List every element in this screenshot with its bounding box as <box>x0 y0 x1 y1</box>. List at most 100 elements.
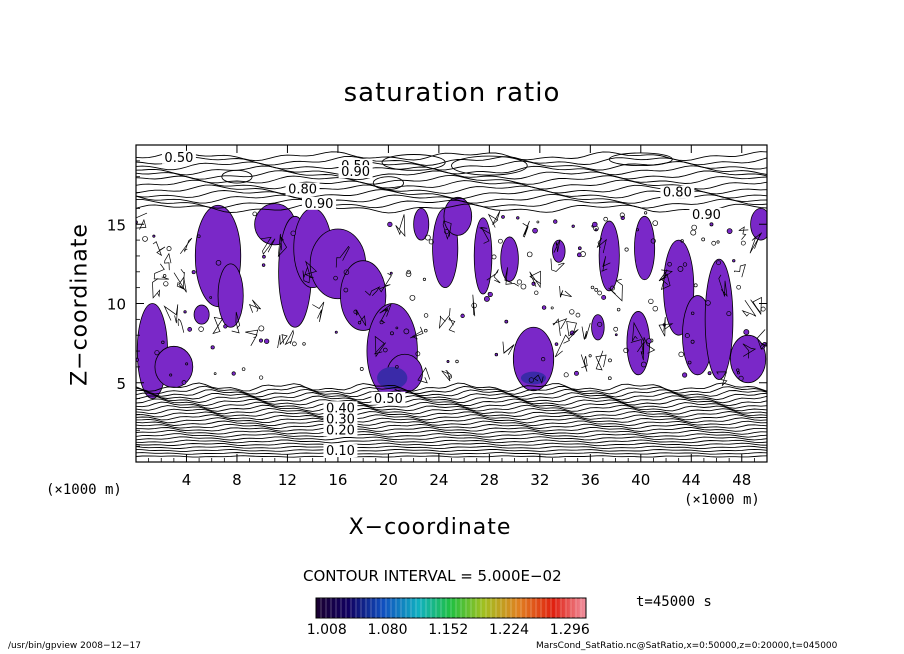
contour-speck <box>262 254 266 259</box>
contour-speck <box>501 215 505 219</box>
contour-speck <box>223 324 228 329</box>
contour-label-bg <box>323 401 358 415</box>
contour-fragment <box>658 317 674 337</box>
contour-speck <box>740 240 746 246</box>
contour-line <box>136 203 767 214</box>
contour-line <box>136 455 767 458</box>
contour-fragment <box>355 309 367 326</box>
x-tick-label: 44 <box>682 471 701 489</box>
contour-speck <box>536 220 540 224</box>
contour-fragment <box>173 272 187 293</box>
x-tick-label: 4 <box>182 471 192 489</box>
contour-speck <box>528 377 535 383</box>
contour-line <box>136 382 767 392</box>
contour-line <box>136 433 767 438</box>
contour-fragment <box>438 308 451 330</box>
supersaturation-region <box>634 215 656 281</box>
x-tick-label: 16 <box>328 471 347 489</box>
contour-speck <box>197 234 201 239</box>
contour-speck <box>409 294 416 301</box>
contour-speck <box>455 359 459 364</box>
contour-speck <box>343 269 350 275</box>
contour-speck <box>357 320 362 325</box>
contour-line <box>136 442 767 447</box>
contour-speck <box>333 275 338 281</box>
contour-speck <box>446 360 450 363</box>
contour-fragment <box>153 263 170 280</box>
contour-speck <box>644 211 648 215</box>
contour-speck <box>343 287 349 293</box>
contour-fragment <box>522 220 530 238</box>
contour-line <box>136 165 767 176</box>
contour-speck <box>258 325 265 332</box>
contour-loop <box>381 154 446 171</box>
contour-line <box>136 420 767 427</box>
footer-left: /usr/bin/gpview 2008−12−17 <box>8 641 142 651</box>
contour-label: 0.90 <box>341 165 370 180</box>
contour-fragment <box>177 318 185 333</box>
contour-fragment <box>529 270 542 289</box>
contour-lines <box>136 151 767 458</box>
contour-speck <box>743 329 750 336</box>
contour-speck <box>603 216 608 222</box>
contour-speck <box>213 372 217 376</box>
contour-fragment <box>448 316 456 333</box>
supersaturation-region <box>340 260 387 331</box>
contour-speck <box>640 361 647 368</box>
contour-speck <box>610 285 615 291</box>
contour-speck <box>716 240 720 244</box>
contour-speck <box>541 305 547 310</box>
contour-speck <box>520 283 527 290</box>
contour-fragment <box>245 329 259 346</box>
contour-fragment <box>335 245 350 268</box>
contour-speck <box>415 351 421 357</box>
contour-speck <box>635 228 639 232</box>
contour-fragment <box>212 316 224 335</box>
contour-speck <box>516 279 522 285</box>
contour-speck <box>616 307 621 312</box>
contour-line <box>136 174 767 185</box>
contour-speck <box>264 338 270 344</box>
contour-speck <box>553 219 558 224</box>
contour-speck <box>258 375 264 380</box>
x-unit-label: (×1000 m) <box>46 482 122 498</box>
x-tick-label: 24 <box>429 471 448 489</box>
colorbar-tick-label: 1.080 <box>367 622 408 638</box>
contour-line <box>136 398 767 407</box>
contour-speck <box>395 365 399 369</box>
contour-speck <box>716 260 721 266</box>
contour-speck <box>359 367 364 371</box>
contour-speck <box>389 271 393 275</box>
contour-fragment <box>164 252 172 271</box>
contour-fragment <box>163 304 179 324</box>
contour-fragment <box>559 285 572 298</box>
contour-speck <box>736 284 741 290</box>
contour-speck <box>709 222 714 227</box>
contour-speck <box>691 224 697 231</box>
contour-speck <box>187 327 193 332</box>
colorbar-tick-label: 1.152 <box>428 622 469 638</box>
contour-line <box>136 426 767 432</box>
contour-fragment <box>660 269 671 291</box>
contour-speck <box>571 224 575 228</box>
contour-speck <box>597 321 603 327</box>
supersaturation-region <box>552 239 566 263</box>
contour-fragment <box>600 256 611 272</box>
contour-fragment <box>248 299 261 313</box>
contour-speck <box>607 376 612 381</box>
contour-speck <box>619 212 625 218</box>
contour-speck <box>290 230 296 236</box>
supersaturation-region <box>413 207 430 241</box>
contour-label-bg <box>371 391 406 405</box>
contour-label: 0.50 <box>374 392 403 407</box>
contour-line <box>136 436 767 441</box>
contour-label-bg <box>323 423 358 437</box>
supersaturation-region <box>750 208 767 241</box>
contour-speck <box>687 360 692 365</box>
x-tick-label: 32 <box>530 471 549 489</box>
x-tick-label: 28 <box>480 471 499 489</box>
contour-speck <box>152 234 156 238</box>
contour-line <box>136 404 767 412</box>
time-label: t=45000 s <box>636 594 712 610</box>
